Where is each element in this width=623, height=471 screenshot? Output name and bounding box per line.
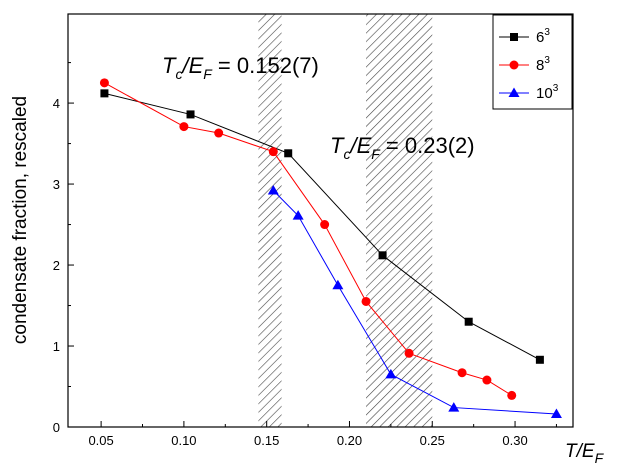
series-triangle (267, 185, 562, 419)
legend-item: 63 (499, 27, 550, 46)
annotation-tc-right: Tc/EF = 0.23(2) (330, 133, 475, 162)
legend-box (492, 14, 573, 110)
data-point (179, 122, 189, 132)
y-tick-label: 3 (53, 177, 60, 192)
data-point (535, 355, 544, 364)
x-tick-label: 0.15 (254, 433, 279, 448)
x-tick-label: 0.10 (171, 433, 196, 448)
data-series (99, 78, 562, 419)
axis-ticks: 0.05 0.10 0.15 0.20 0.25 0.30 0 1 2 3 4 (53, 62, 557, 448)
annotation-tc-left: Tc/EF = 0.152(7) (162, 53, 319, 82)
data-point (320, 220, 330, 230)
plot-frame (67, 13, 574, 428)
legend-marker (509, 60, 519, 70)
legend-label: 63 (536, 27, 550, 46)
series-line (104, 82, 513, 396)
shaded-region-0 (258, 14, 282, 427)
legend-marker (508, 87, 520, 97)
series-line (272, 190, 557, 415)
data-point (448, 402, 460, 412)
y-tick-label: 2 (53, 258, 60, 273)
data-point (100, 89, 109, 98)
legend-item: 83 (499, 55, 550, 74)
data-point (457, 368, 467, 378)
y-axis-title: condensate fraction, rescaled (10, 96, 31, 344)
data-point (482, 375, 492, 385)
data-point (268, 147, 278, 157)
data-point (464, 317, 473, 326)
data-point (99, 78, 109, 88)
series-line (104, 92, 541, 361)
data-point (507, 390, 517, 400)
series-circle (99, 78, 517, 400)
legend-label: 103 (536, 83, 559, 102)
data-point (292, 210, 304, 220)
data-point (550, 408, 562, 419)
data-point (378, 251, 387, 260)
x-axis-title: T/EF (565, 441, 605, 466)
y-tick-label: 4 (53, 96, 60, 111)
legend-marker (510, 33, 518, 41)
data-point (284, 149, 293, 158)
data-point (385, 368, 397, 379)
data-point (214, 128, 224, 138)
data-point (267, 185, 279, 195)
data-point (332, 279, 344, 290)
x-tick-label: 0.25 (420, 433, 445, 448)
x-tick-label: 0.05 (88, 433, 113, 448)
data-point (186, 110, 195, 119)
legend-label: 83 (536, 55, 550, 74)
data-point (361, 296, 371, 306)
shaded-region-1 (366, 14, 433, 427)
y-tick-label: 0 (53, 420, 60, 435)
x-tick-label: 0.20 (337, 433, 362, 448)
series-square (100, 89, 544, 364)
legend: 63 83 103 (492, 14, 573, 110)
legend-item: 103 (499, 83, 559, 102)
x-tick-label: 0.30 (502, 433, 527, 448)
data-point (404, 348, 414, 358)
y-tick-label: 1 (53, 339, 60, 354)
